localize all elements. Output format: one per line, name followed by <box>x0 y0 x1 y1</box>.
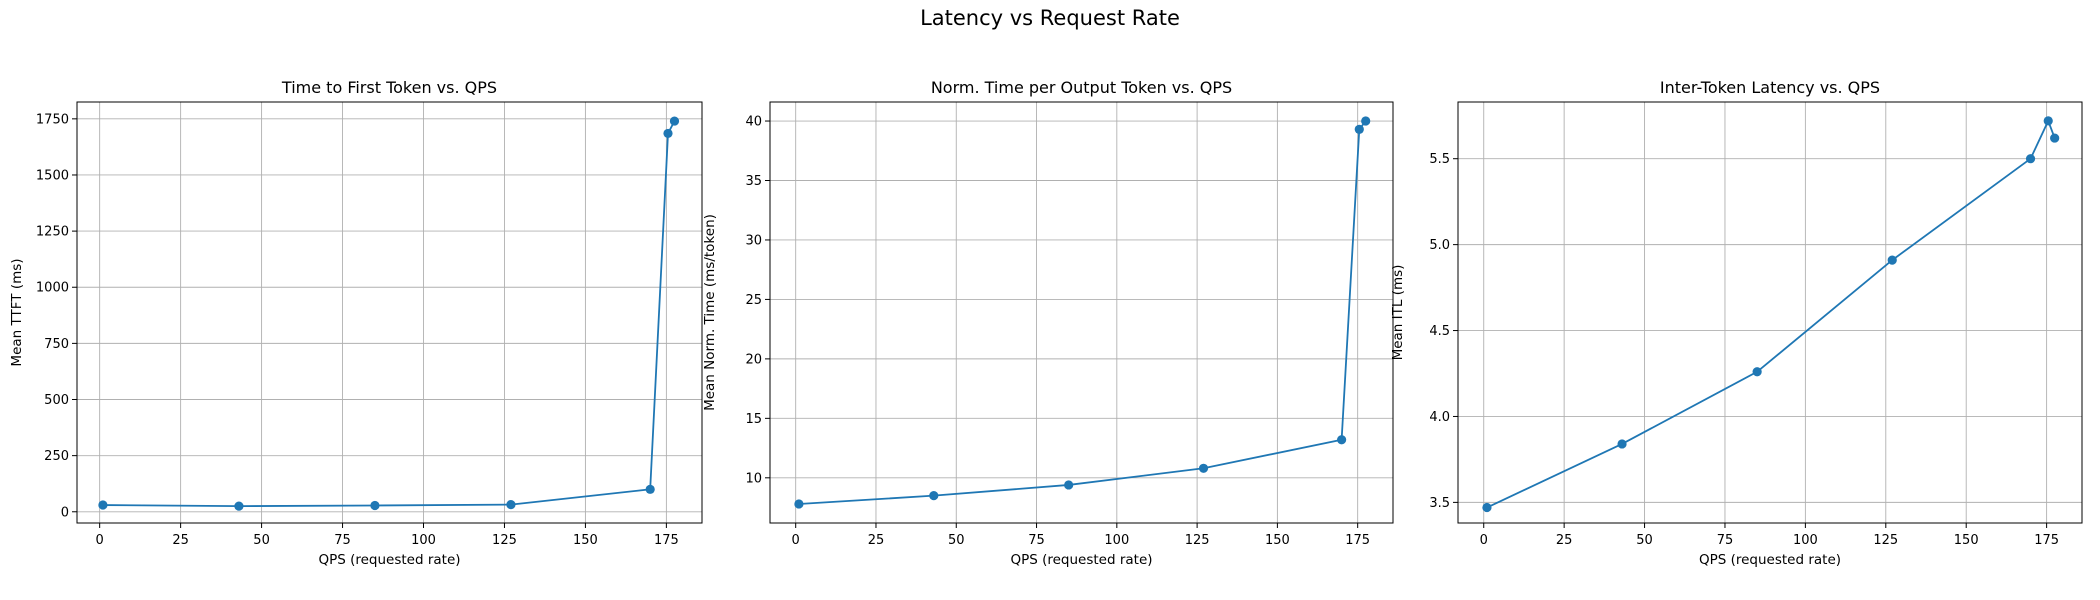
data-point <box>1752 367 1762 377</box>
data-point <box>98 500 108 510</box>
y-tick-label: 4.5 <box>1429 324 1450 339</box>
data-point <box>1887 255 1897 265</box>
figure-title: Latency vs Request Rate <box>920 6 1180 30</box>
y-axis-label: Mean TTFT (ms) <box>9 258 25 366</box>
y-axis-label: Mean Norm. Time (ms/token) <box>702 214 718 411</box>
data-point <box>1361 116 1371 126</box>
x-tick-label: 150 <box>1954 533 1979 548</box>
y-tick-label: 35 <box>745 174 762 189</box>
x-tick-label: 125 <box>1873 533 1898 548</box>
data-point <box>1617 439 1627 449</box>
axes-frame <box>1457 101 2083 524</box>
x-tick-label: 150 <box>573 533 598 548</box>
axes-frame <box>76 101 703 524</box>
data-point <box>794 499 804 509</box>
y-tick-label: 500 <box>44 393 69 408</box>
data-point <box>669 116 680 126</box>
x-tick-label: 75 <box>1028 533 1045 548</box>
x-tick-label: 0 <box>96 533 104 548</box>
y-tick-label: 3.5 <box>1429 496 1450 511</box>
x-tick-label: 25 <box>172 533 189 548</box>
x-tick-label: 175 <box>1345 533 1370 548</box>
chart-panel-1: 0 25 50 75 100 125 150 175025050075010001250150… <box>9 78 703 568</box>
chart-panel-3: 0 25 50 75 100 125 150 175 3.5 4.0 4.5 5.0 5.5 Inter-… <box>1390 78 2083 568</box>
data-point <box>2043 116 2053 126</box>
x-tick-label: 100 <box>411 533 436 548</box>
data-point <box>370 500 380 511</box>
y-tick-label: 750 <box>44 337 69 352</box>
x-tick-label: 0 <box>792 533 800 548</box>
data-point <box>234 501 244 511</box>
data-point <box>506 499 516 510</box>
chart-panel-2: 0 25 50 75 100 125 150 175 10 15 20 25 30 35 40 Norm. T… <box>702 78 1394 568</box>
axes-frame <box>769 101 1394 524</box>
x-tick-label: 100 <box>1793 533 1818 548</box>
x-axis-label: QPS (requested rate) <box>1699 552 1841 568</box>
y-tick-label: 5.0 <box>1429 238 1450 253</box>
x-tick-label: 50 <box>948 533 965 548</box>
y-axis-label: Mean ITL (ms) <box>1390 265 1406 361</box>
y-tick-label: 25 <box>745 293 762 308</box>
y-tick-label: 1500 <box>36 168 69 183</box>
series-line <box>798 120 1367 505</box>
data-point <box>1354 124 1364 134</box>
x-tick-label: 50 <box>253 533 270 548</box>
data-point <box>929 491 939 501</box>
x-tick-label: 50 <box>1636 533 1653 548</box>
y-tick-label: 0 <box>61 505 69 520</box>
y-tick-label: 40 <box>745 115 762 130</box>
subplot-title: Time to First Token vs. QPS <box>281 78 497 97</box>
subplot-title: Inter-Token Latency vs. QPS <box>1660 78 1880 97</box>
series-line <box>1486 118 2056 509</box>
y-tick-label: 250 <box>44 449 69 464</box>
data-point <box>2025 154 2036 164</box>
y-tick-label: 1750 <box>36 112 69 127</box>
data-point <box>1337 435 1347 445</box>
x-tick-label: 125 <box>1185 533 1210 548</box>
y-tick-label: 20 <box>745 352 762 367</box>
x-tick-label: 100 <box>1104 533 1129 548</box>
y-tick-label: 1000 <box>36 281 69 296</box>
x-axis-label: QPS (requested rate) <box>1010 552 1152 568</box>
x-axis-label: QPS (requested rate) <box>318 552 460 568</box>
y-tick-label: 30 <box>745 233 762 248</box>
y-tick-label: 5.5 <box>1429 152 1450 167</box>
x-tick-label: 175 <box>2034 533 2059 548</box>
data-point <box>1198 463 1209 473</box>
data-point <box>2050 133 2060 143</box>
x-tick-label: 150 <box>1265 533 1290 548</box>
x-tick-label: 75 <box>1717 533 1734 548</box>
data-point <box>663 128 673 139</box>
y-tick-label: 1250 <box>36 225 69 240</box>
x-tick-label: 0 <box>1480 533 1488 548</box>
x-tick-label: 125 <box>492 533 517 548</box>
y-tick-label: 10 <box>745 471 762 486</box>
x-tick-label: 75 <box>334 533 351 548</box>
x-tick-label: 25 <box>1556 533 1573 548</box>
x-tick-label: 175 <box>654 533 679 548</box>
subplot-title: Norm. Time per Output Token vs. QPS <box>931 78 1232 97</box>
series-line <box>102 120 676 508</box>
data-point <box>1064 480 1074 490</box>
x-tick-label: 25 <box>868 533 885 548</box>
data-point <box>1482 502 1492 513</box>
data-point <box>645 484 655 494</box>
y-tick-label: 15 <box>745 412 762 427</box>
y-tick-label: 4.0 <box>1429 410 1450 425</box>
